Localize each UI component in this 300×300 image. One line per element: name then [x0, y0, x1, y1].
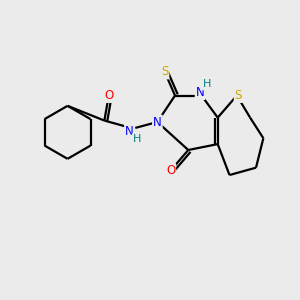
Text: N: N — [125, 125, 134, 138]
Text: O: O — [104, 89, 113, 102]
Text: H: H — [133, 134, 141, 144]
Text: N: N — [196, 86, 204, 99]
Text: N: N — [153, 116, 162, 128]
Text: H: H — [202, 79, 211, 89]
Text: S: S — [235, 89, 242, 102]
Text: S: S — [161, 65, 168, 79]
Text: O: O — [166, 164, 175, 177]
